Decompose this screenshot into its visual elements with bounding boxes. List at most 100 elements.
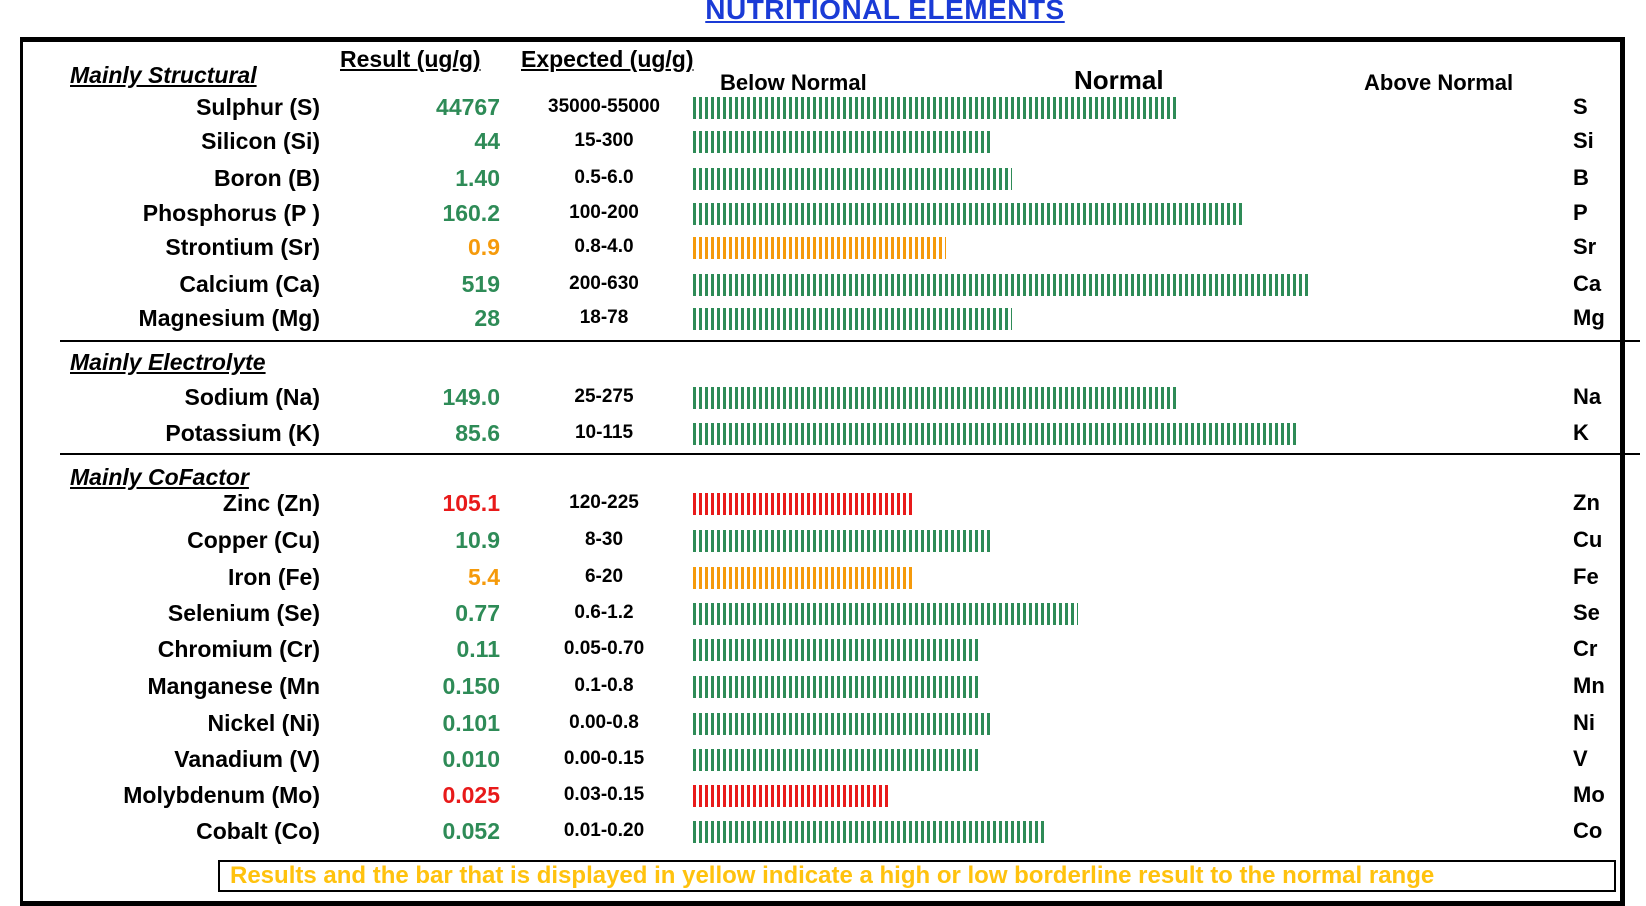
element-expected-range: 35000-55000 [548, 96, 660, 117]
element-symbol: Co [1573, 818, 1603, 843]
element-row: Nickel (Ni) 0.101 0.00-0.8 Ni [0, 706, 1646, 740]
element-level-bar [693, 387, 1177, 409]
element-symbol: Cr [1573, 636, 1598, 661]
element-symbol: Ca [1573, 271, 1602, 296]
element-name: Potassium (K) [165, 420, 320, 446]
element-row: Iron (Fe) 5.4 6-20 Fe [0, 560, 1646, 594]
element-row: Manganese (Mn 0.150 0.1-0.8 Mn [0, 669, 1646, 703]
element-result: 28 [474, 305, 500, 331]
element-symbol: Fe [1573, 564, 1599, 589]
element-level-bar [693, 423, 1298, 445]
element-symbol: Si [1573, 128, 1594, 153]
normal-header: Normal [1074, 65, 1164, 95]
section-title: Mainly Electrolyte [70, 349, 266, 375]
element-result: 44767 [436, 94, 500, 120]
element-result: 0.025 [442, 782, 500, 808]
expected-column-header: Expected (ug/g) [521, 46, 694, 72]
element-symbol: Sr [1573, 234, 1597, 259]
element-row: Sodium (Na) 149.0 25-275 Na [0, 380, 1646, 414]
element-name: Phosphorus (P ) [142, 200, 320, 226]
element-name: Molybdenum (Mo) [123, 782, 320, 808]
element-result: 0.11 [456, 636, 501, 662]
element-result: 519 [461, 271, 500, 297]
element-result: 0.101 [442, 710, 500, 736]
section-title: Mainly CoFactor [70, 464, 249, 490]
element-name: Nickel (Ni) [207, 710, 320, 736]
element-expected-range: 0.6-1.2 [574, 602, 634, 623]
element-name: Sodium (Na) [184, 384, 320, 410]
element-row: Silicon (Si) 44 15-300 Si [0, 124, 1646, 158]
element-row: Vanadium (V) 0.010 0.00-0.15 V [0, 742, 1646, 776]
element-row: Molybdenum (Mo) 0.025 0.03-0.15 Mo [0, 778, 1646, 812]
element-level-bar [693, 639, 979, 661]
element-result: 160.2 [442, 200, 500, 226]
element-result: 0.150 [442, 673, 500, 699]
element-name: Zinc (Zn) [222, 490, 320, 516]
element-symbol: V [1573, 746, 1588, 771]
element-row: Zinc (Zn) 105.1 120-225 Zn [0, 486, 1646, 520]
element-symbol: Mo [1573, 782, 1605, 807]
report-title: NUTRITIONAL ELEMENTS [705, 0, 1065, 25]
element-level-bar [693, 274, 1309, 296]
element-symbol: P [1573, 200, 1588, 225]
element-row: Copper (Cu) 10.9 8-30 Cu [0, 523, 1646, 557]
element-level-bar [693, 785, 891, 807]
element-name: Selenium (Se) [167, 600, 320, 626]
element-expected-range: 0.03-0.15 [563, 784, 645, 805]
legend-note: Results and the bar that is displayed in… [230, 862, 1435, 889]
element-expected-range: 200-630 [569, 273, 639, 294]
result-column-header: Result (ug/g) [340, 46, 481, 72]
element-expected-range: 0.00-0.15 [563, 748, 645, 769]
element-level-bar [693, 530, 990, 552]
element-result: 105.1 [442, 490, 500, 516]
element-result: 5.4 [468, 564, 500, 590]
element-result: 85.6 [455, 420, 500, 446]
element-expected-range: 8-30 [584, 529, 624, 550]
frame-right-border [1620, 37, 1625, 906]
element-name: Iron (Fe) [228, 564, 320, 590]
element-name: Calcium (Ca) [179, 271, 320, 297]
element-name: Sulphur (S) [196, 94, 320, 120]
element-expected-range: 0.05-0.70 [563, 638, 645, 659]
above-normal-header: Above Normal [1364, 70, 1514, 95]
element-level-bar [693, 237, 946, 259]
element-level-bar [693, 821, 1045, 843]
element-row: Cobalt (Co) 0.052 0.01-0.20 Co [0, 814, 1646, 848]
element-symbol: Cu [1573, 527, 1603, 552]
element-result: 0.9 [468, 234, 500, 260]
element-result: 0.77 [455, 600, 500, 626]
legend-note-box: Results and the bar that is displayed in… [218, 860, 1616, 892]
element-name: Boron (B) [213, 165, 320, 191]
element-row: Phosphorus (P ) 160.2 100-200 P [0, 196, 1646, 230]
element-level-bar [693, 203, 1243, 225]
element-expected-range: 6-20 [584, 566, 624, 587]
frame-top-border [20, 37, 1624, 42]
element-name: Silicon (Si) [201, 128, 320, 154]
element-level-bar [693, 713, 990, 735]
element-symbol: B [1573, 165, 1589, 190]
section-divider [60, 453, 1640, 455]
element-name: Vanadium (V) [174, 746, 320, 772]
element-expected-range: 0.1-0.8 [574, 675, 634, 696]
element-symbol: Zn [1573, 490, 1600, 515]
element-level-bar [693, 131, 990, 153]
element-expected-range: 25-275 [574, 386, 634, 407]
element-symbol: Se [1573, 600, 1600, 625]
element-symbol: Ni [1573, 710, 1595, 735]
element-level-bar [693, 97, 1177, 119]
element-expected-range: 0.01-0.20 [563, 820, 645, 841]
element-row: Selenium (Se) 0.77 0.6-1.2 Se [0, 596, 1646, 630]
element-symbol: Mn [1573, 673, 1605, 698]
element-row: Calcium (Ca) 519 200-630 Ca [0, 267, 1646, 301]
element-result: 44 [474, 128, 500, 154]
element-result: 149.0 [442, 384, 500, 410]
element-expected-range: 100-200 [569, 202, 639, 223]
element-level-bar [693, 567, 913, 589]
element-name: Manganese (Mn [147, 673, 320, 699]
element-name: Chromium (Cr) [157, 636, 320, 662]
element-result: 1.40 [455, 165, 500, 191]
element-symbol: K [1573, 420, 1589, 445]
element-symbol: S [1573, 94, 1588, 119]
element-row: Chromium (Cr) 0.11 0.05-0.70 Cr [0, 632, 1646, 666]
element-result: 0.010 [442, 746, 500, 772]
